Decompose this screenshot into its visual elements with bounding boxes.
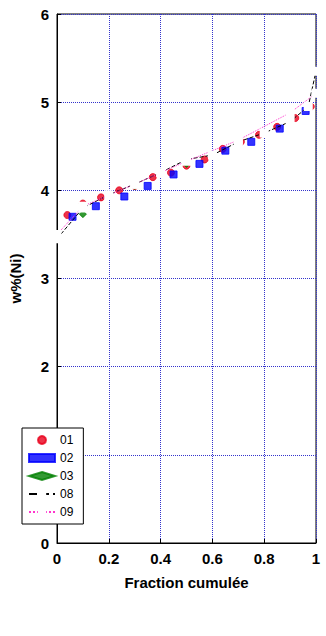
svg-text:0.6: 0.6 xyxy=(202,550,223,567)
svg-text:0.2: 0.2 xyxy=(98,550,119,567)
svg-text:6: 6 xyxy=(41,6,49,23)
svg-text:2: 2 xyxy=(41,358,49,375)
svg-text:Fraction cumulée: Fraction cumulée xyxy=(124,574,248,591)
svg-text:0.4: 0.4 xyxy=(150,550,172,567)
svg-text:08: 08 xyxy=(60,487,74,501)
svg-text:0: 0 xyxy=(53,550,61,567)
svg-text:1: 1 xyxy=(312,550,320,567)
svg-text:03: 03 xyxy=(60,469,74,483)
svg-text:4: 4 xyxy=(41,182,50,199)
svg-text:0: 0 xyxy=(41,535,49,552)
svg-text:3: 3 xyxy=(41,270,49,287)
svg-text:5: 5 xyxy=(41,94,49,111)
svg-text:01: 01 xyxy=(60,433,74,447)
svg-text:09: 09 xyxy=(60,505,74,519)
svg-text:02: 02 xyxy=(60,451,74,465)
svg-text:w%(Ni): w%(Ni) xyxy=(7,254,24,305)
svg-text:0.8: 0.8 xyxy=(254,550,275,567)
